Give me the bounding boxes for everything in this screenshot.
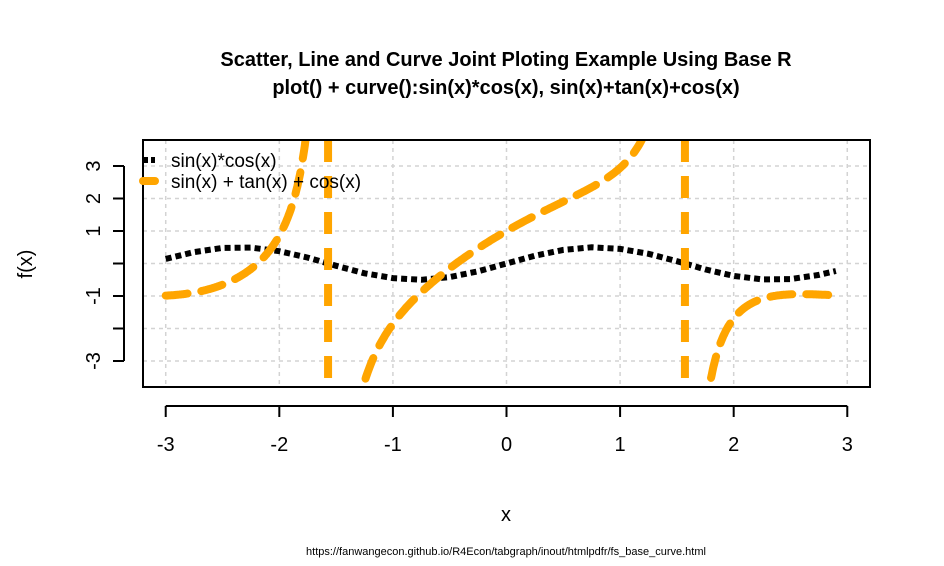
series-line-sintancos (358, 140, 647, 387)
x-tick-label: 1 (615, 434, 626, 456)
grid-lines (143, 140, 870, 387)
source-caption: https://fanwangecon.github.io/R4Econ/tab… (306, 546, 706, 558)
x-tick-label: -2 (270, 434, 288, 456)
y-tick-label: 1 (83, 225, 105, 236)
series-line-sintancos (705, 290, 840, 387)
plot-area (161, 140, 840, 387)
series-line-sincos (165, 244, 837, 283)
x-axis-label: x (501, 504, 511, 526)
y-axis-label: f(x) (15, 250, 37, 279)
legend-label-sincos: sin(x)*cos(x) (171, 151, 277, 172)
y-tick-label: 3 (83, 160, 105, 171)
plot-frame (142, 139, 871, 388)
x-tick-label: 0 (501, 434, 512, 456)
chart-subtitle: plot() + curve():sin(x)*cos(x), sin(x)+t… (272, 77, 739, 99)
x-tick-label: 3 (842, 434, 853, 456)
x-tick-label: -1 (384, 434, 402, 456)
y-tick-label: 2 (83, 193, 105, 204)
x-tick-label: -3 (157, 434, 175, 456)
y-tick-label: -1 (83, 287, 105, 305)
legend-label-sintancos: sin(x) + tan(x) + cos(x) (171, 172, 361, 193)
y-tick-label: -3 (83, 352, 105, 370)
axes: -3 -2 -1 0 1 2 3 -3 -1 1 2 3 (83, 160, 853, 456)
chart-title: Scatter, Line and Curve Joint Ploting Ex… (220, 49, 792, 71)
legend: sin(x)*cos(x) sin(x) + tan(x) + cos(x) (139, 151, 361, 193)
series-line-sintancos (161, 140, 310, 300)
x-tick-label: 2 (728, 434, 739, 456)
